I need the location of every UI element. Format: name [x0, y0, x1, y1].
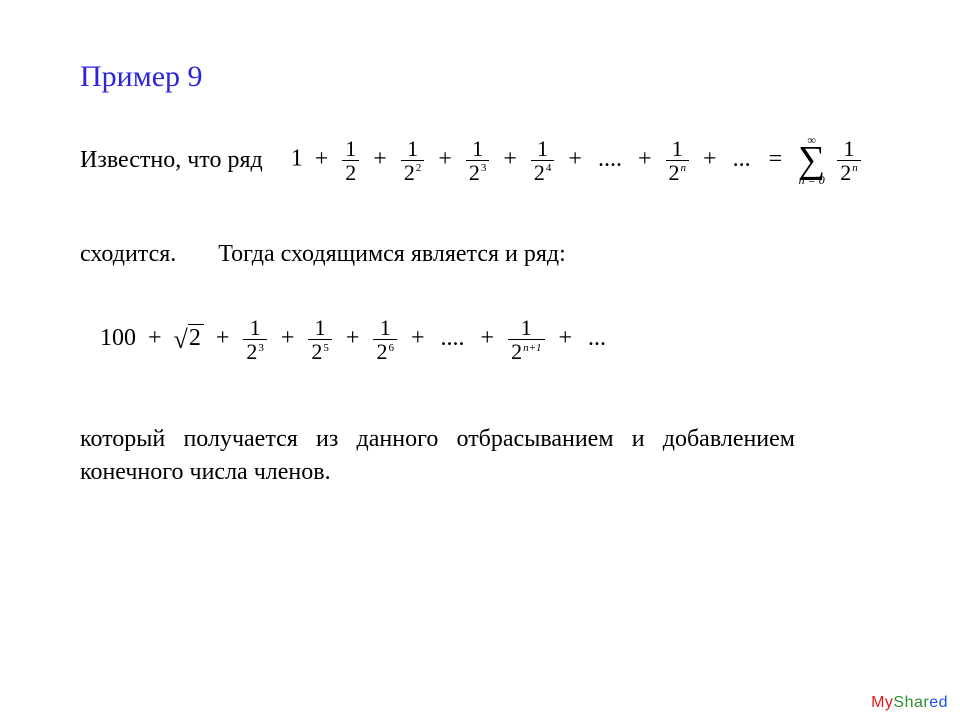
term-3: 1 26	[373, 316, 397, 363]
term-1: 1 23	[243, 316, 267, 363]
example-title: Пример 9	[80, 60, 885, 94]
sqrt-2: √2	[174, 325, 204, 355]
ellipsis: ...	[588, 325, 606, 352]
then-text: Тогда сходящимся является и ряд:	[218, 241, 566, 267]
term-2: 1 22	[401, 137, 425, 184]
term-2: 1 25	[308, 316, 332, 363]
series-1-formula: 1 + 1 2 + 1 22 + 1 23 + 1 24 + .... +	[291, 134, 863, 186]
slide: Пример 9 Известно, что ряд 1 + 1 2 + 1 2…	[0, 0, 960, 720]
intro-line: Известно, что ряд 1 + 1 2 + 1 22 + 1 23 …	[80, 134, 885, 186]
converges-line: сходится. Тогда сходящимся является и ря…	[80, 241, 885, 268]
intro-text: Известно, что ряд	[80, 147, 263, 174]
myshared-watermark: MyShared	[871, 694, 948, 712]
converges-text: сходится.	[80, 241, 176, 267]
term-1: 1 2	[342, 137, 359, 184]
general-term: 1 2n	[666, 137, 690, 184]
wm-shar: Shar	[893, 694, 929, 711]
sigma-sum: ∞ ∑ n = 0	[798, 134, 825, 186]
series-2-formula: 100 + √2 + 1 23 + 1 25 + 1 26 + .... +	[100, 316, 885, 363]
ellipsis: ...	[733, 146, 751, 173]
lead-100: 100	[100, 325, 136, 351]
ellipsis: ....	[441, 325, 465, 352]
term-3: 1 23	[466, 137, 490, 184]
wm-my: My	[871, 694, 893, 711]
closing-text: который получается из данного отбрасыван…	[80, 423, 885, 488]
general-term: 1 2n+1	[508, 316, 544, 363]
sum-term: 1 2n	[837, 137, 861, 184]
ellipsis: ....	[598, 146, 622, 173]
term-4: 1 24	[531, 137, 555, 184]
lead-term: 1	[291, 146, 303, 172]
wm-ed: ed	[929, 694, 948, 711]
